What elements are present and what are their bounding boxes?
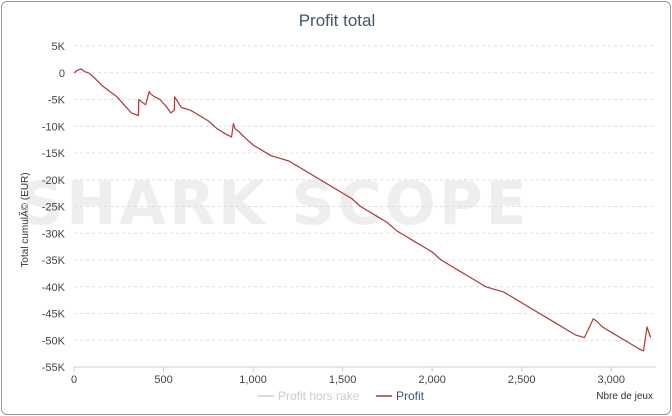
y-tick-label: -45K bbox=[42, 309, 66, 321]
y-tick-label: 0 bbox=[59, 68, 65, 80]
legend: Profit hors rake Profit bbox=[258, 389, 425, 403]
x-tick-label: 500 bbox=[154, 374, 172, 386]
y-tick-label: -10K bbox=[42, 121, 66, 133]
x-axis-title: Nbre de jeux bbox=[596, 391, 653, 402]
legend-item-profit[interactable]: Profit bbox=[376, 389, 425, 403]
x-tick-label: 1,000 bbox=[239, 374, 267, 386]
y-tick-label: -30K bbox=[42, 228, 66, 240]
legend-label-profit: Profit bbox=[396, 389, 425, 403]
x-tick-label: 0 bbox=[71, 374, 77, 386]
y-tick-label: -50K bbox=[42, 335, 66, 347]
gridlines bbox=[74, 45, 656, 368]
series-group bbox=[73, 68, 652, 352]
legend-item-profit-hors-rake[interactable]: Profit hors rake bbox=[258, 389, 360, 403]
y-tick-label: -15K bbox=[42, 148, 66, 160]
x-tick-label: 1,500 bbox=[329, 374, 357, 386]
chart-title: Profit total bbox=[299, 11, 376, 30]
x-axis-ticks: 0 500 1,000 1,500 2,000 2,500 3,000 bbox=[71, 367, 625, 386]
y-tick-label: -40K bbox=[42, 282, 66, 294]
legend-label-profit-hors-rake: Profit hors rake bbox=[278, 389, 360, 403]
x-tick-label: 2,000 bbox=[418, 374, 446, 386]
series-line-profit bbox=[73, 68, 652, 352]
y-tick-label: -25K bbox=[42, 202, 66, 214]
x-tick-label: 2,500 bbox=[508, 374, 536, 386]
y-tick-label: -35K bbox=[42, 255, 66, 267]
y-axis-title: Total cumulÃ© (EUR) bbox=[18, 172, 31, 267]
y-tick-label: 5K bbox=[52, 41, 66, 53]
y-tick-label: -55K bbox=[42, 362, 66, 374]
watermark: SHARK SCOPE bbox=[20, 169, 530, 239]
y-axis-ticks: 5K 0 -5K -10K -15K -20K -25K -30K -35K -40K -45K -5… bbox=[42, 41, 66, 374]
y-tick-label: -5K bbox=[48, 95, 66, 107]
y-tick-label: -20K bbox=[42, 175, 66, 187]
x-tick-label: 3,000 bbox=[597, 374, 625, 386]
